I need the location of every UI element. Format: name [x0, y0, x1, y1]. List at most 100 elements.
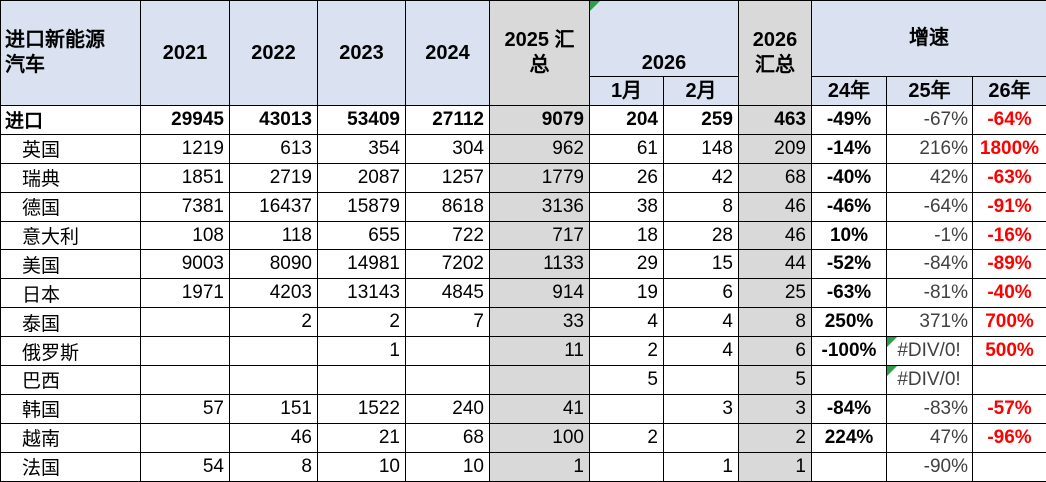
- cell-2026-jan[interactable]: [590, 452, 664, 481]
- cell-growth-25[interactable]: -83%: [887, 394, 973, 423]
- cell-2024[interactable]: 10: [406, 452, 490, 481]
- cell-2025-total[interactable]: 41: [490, 394, 590, 423]
- cell-growth-24[interactable]: -52%: [812, 250, 887, 279]
- cell-growth-25[interactable]: -81%: [887, 279, 973, 308]
- col-header-feb[interactable]: 2月: [664, 77, 739, 106]
- cell-growth-25[interactable]: -1%: [887, 221, 973, 250]
- cell-2021[interactable]: [141, 366, 230, 395]
- cell-2026-feb[interactable]: 15: [664, 250, 739, 279]
- cell-2026-jan[interactable]: [590, 394, 664, 423]
- cell-2026-jan[interactable]: 61: [590, 134, 664, 163]
- col-header-2025-total[interactable]: 2025 汇 总: [490, 1, 590, 106]
- row-label[interactable]: 韩国: [1, 394, 141, 423]
- row-label[interactable]: 英国: [1, 134, 141, 163]
- cell-growth-25[interactable]: #DIV/0!: [887, 366, 973, 395]
- cell-2021[interactable]: 1219: [141, 134, 230, 163]
- cell-growth-26[interactable]: 500%: [973, 337, 1046, 366]
- cell-2025-total[interactable]: 3136: [490, 192, 590, 221]
- cell-growth-24[interactable]: -100%: [812, 337, 887, 366]
- cell-2026-jan[interactable]: 5: [590, 366, 664, 395]
- cell-2022[interactable]: [230, 366, 318, 395]
- cell-growth-25[interactable]: -90%: [887, 452, 973, 481]
- cell-2021[interactable]: [141, 423, 230, 452]
- row-label[interactable]: 泰国: [1, 308, 141, 337]
- cell-growth-26[interactable]: -16%: [973, 221, 1046, 250]
- cell-growth-25[interactable]: 216%: [887, 134, 973, 163]
- cell-2023[interactable]: [318, 366, 406, 395]
- cell-2025-total[interactable]: 100: [490, 423, 590, 452]
- cell-2021[interactable]: 1971: [141, 279, 230, 308]
- cell-2026-total[interactable]: 1: [739, 452, 812, 481]
- row-label[interactable]: 法国: [1, 452, 141, 481]
- cell-growth-25[interactable]: -84%: [887, 250, 973, 279]
- cell-2023[interactable]: 2: [318, 308, 406, 337]
- cell-growth-25[interactable]: 42%: [887, 163, 973, 192]
- cell-2025-total[interactable]: 962: [490, 134, 590, 163]
- cell-2022[interactable]: 613: [230, 134, 318, 163]
- cell-2026-jan[interactable]: 29: [590, 250, 664, 279]
- cell-2026-feb[interactable]: [664, 423, 739, 452]
- cell-2022[interactable]: 2: [230, 308, 318, 337]
- cell-2021[interactable]: 54: [141, 452, 230, 481]
- row-label[interactable]: 俄罗斯: [1, 337, 141, 366]
- cell-2025-total[interactable]: [490, 366, 590, 395]
- row-label[interactable]: 进口: [1, 106, 141, 135]
- cell-2022[interactable]: 16437: [230, 192, 318, 221]
- cell-growth-26[interactable]: -91%: [973, 192, 1046, 221]
- cell-growth-25[interactable]: #DIV/0!: [887, 337, 973, 366]
- cell-2025-total[interactable]: 1133: [490, 250, 590, 279]
- cell-2023[interactable]: 1: [318, 337, 406, 366]
- cell-2026-feb[interactable]: 4: [664, 308, 739, 337]
- cell-2023[interactable]: 1522: [318, 394, 406, 423]
- cell-growth-24[interactable]: 10%: [812, 221, 887, 250]
- row-label[interactable]: 意大利: [1, 221, 141, 250]
- cell-2021[interactable]: 1851: [141, 163, 230, 192]
- cell-2024[interactable]: 722: [406, 221, 490, 250]
- cell-growth-25[interactable]: 371%: [887, 308, 973, 337]
- cell-2026-feb[interactable]: 148: [664, 134, 739, 163]
- col-header-growth-group[interactable]: 增速: [812, 1, 1046, 77]
- cell-2022[interactable]: 2719: [230, 163, 318, 192]
- cell-2026-feb[interactable]: [664, 366, 739, 395]
- row-label[interactable]: 德国: [1, 192, 141, 221]
- cell-2024[interactable]: 7202: [406, 250, 490, 279]
- cell-2021[interactable]: 9003: [141, 250, 230, 279]
- cell-growth-26[interactable]: -89%: [973, 250, 1046, 279]
- cell-growth-26[interactable]: -57%: [973, 394, 1046, 423]
- cell-2026-total[interactable]: 3: [739, 394, 812, 423]
- cell-2024[interactable]: 240: [406, 394, 490, 423]
- cell-2024[interactable]: 1257: [406, 163, 490, 192]
- cell-2026-total[interactable]: 463: [739, 106, 812, 135]
- cell-2026-jan[interactable]: 2: [590, 423, 664, 452]
- cell-growth-26[interactable]: -40%: [973, 279, 1046, 308]
- cell-2026-total[interactable]: 2: [739, 423, 812, 452]
- cell-2022[interactable]: 151: [230, 394, 318, 423]
- cell-2025-total[interactable]: 1779: [490, 163, 590, 192]
- cell-growth-24[interactable]: 250%: [812, 308, 887, 337]
- cell-growth-24[interactable]: [812, 452, 887, 481]
- row-label[interactable]: 巴西: [1, 366, 141, 395]
- cell-2025-total[interactable]: 717: [490, 221, 590, 250]
- cell-growth-24[interactable]: -46%: [812, 192, 887, 221]
- cell-2026-total[interactable]: 46: [739, 221, 812, 250]
- cell-2023[interactable]: 2087: [318, 163, 406, 192]
- cell-growth-26[interactable]: [973, 452, 1046, 481]
- cell-growth-25[interactable]: -64%: [887, 192, 973, 221]
- cell-2024[interactable]: 4845: [406, 279, 490, 308]
- cell-growth-26[interactable]: 700%: [973, 308, 1046, 337]
- cell-2025-total[interactable]: 33: [490, 308, 590, 337]
- cell-2023[interactable]: 15879: [318, 192, 406, 221]
- cell-2026-feb[interactable]: 3: [664, 394, 739, 423]
- col-header-growth-25[interactable]: 25年: [887, 77, 973, 106]
- cell-2026-feb[interactable]: 259: [664, 106, 739, 135]
- cell-2022[interactable]: 8: [230, 452, 318, 481]
- col-header-growth-26[interactable]: 26年: [973, 77, 1046, 106]
- cell-2026-total[interactable]: 209: [739, 134, 812, 163]
- cell-2025-total[interactable]: 914: [490, 279, 590, 308]
- cell-growth-26[interactable]: [973, 366, 1046, 395]
- cell-growth-25[interactable]: 47%: [887, 423, 973, 452]
- cell-2024[interactable]: 68: [406, 423, 490, 452]
- cell-2026-jan[interactable]: 204: [590, 106, 664, 135]
- cell-growth-24[interactable]: -84%: [812, 394, 887, 423]
- cell-2022[interactable]: 46: [230, 423, 318, 452]
